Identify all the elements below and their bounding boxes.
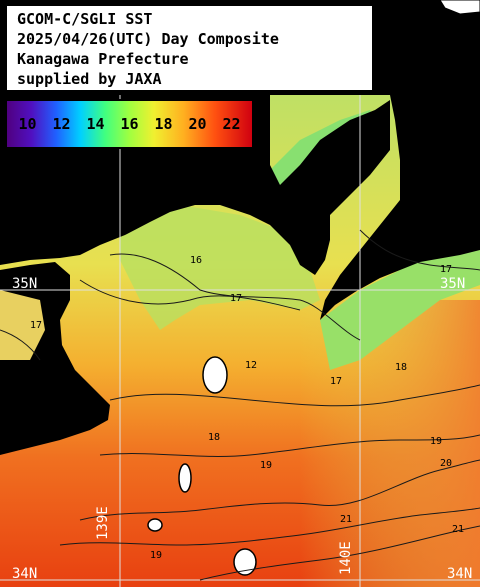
legend-label: 22 <box>222 115 241 133</box>
title-region: Kanagawa Prefecture <box>17 50 189 68</box>
izu-west-water <box>0 290 45 360</box>
contour-label: 18 <box>208 432 221 443</box>
title-date: 2025/04/26(UTC) Day Composite <box>17 30 279 48</box>
grid-label-34n-left: 34N <box>12 566 38 582</box>
legend-label: 10 <box>18 115 37 133</box>
island-small <box>178 463 192 493</box>
contour-lines <box>0 229 480 581</box>
legend-label: 18 <box>154 115 173 133</box>
island-small-2 <box>147 518 163 532</box>
legend-label: 14 <box>86 115 105 133</box>
title-satellite: GCOM-C/SGLI SST <box>17 10 153 28</box>
legend-label: 20 <box>188 115 207 133</box>
contour-label: 17 <box>30 320 43 331</box>
legend-labels: 10 12 14 16 18 20 22 <box>7 115 252 133</box>
map-title-box: GCOM-C/SGLI SST 2025/04/26(UTC) Day Comp… <box>5 4 374 92</box>
island-oshima <box>233 548 257 576</box>
grid-label-139e: 139E <box>95 506 111 540</box>
grid-label-35n-right: 35N <box>440 276 466 292</box>
contour-label: 19 <box>150 550 163 561</box>
cloud-patch <box>202 356 228 394</box>
contour-label: 20 <box>440 458 453 469</box>
contour-label: 18 <box>395 362 408 373</box>
contour-label: 21 <box>340 514 353 525</box>
contour-label: 17 <box>330 376 343 387</box>
contour-label: 12 <box>245 360 258 371</box>
grid-label-35n: 35N <box>12 276 38 292</box>
grid-label-34n: 34N <box>447 566 473 582</box>
contour-label: 16 <box>190 255 203 266</box>
contour-label: 21 <box>452 524 465 535</box>
contour-label: 19 <box>430 436 443 447</box>
cloud-top-right <box>439 0 480 15</box>
contour-label: 17 <box>440 264 453 275</box>
sst-legend: 10 12 14 16 18 20 22 <box>5 99 254 149</box>
contour-label: 19 <box>260 460 273 471</box>
sagami-bay <box>120 205 320 330</box>
legend-label: 16 <box>120 115 139 133</box>
contour-label: 17 <box>230 293 243 304</box>
legend-color-bar <box>7 101 252 147</box>
contour-label: 15 <box>336 157 349 168</box>
grid-label-140e: 140E <box>338 541 354 575</box>
title-supplier: supplied by JAXA <box>17 70 162 88</box>
legend-label: 12 <box>52 115 71 133</box>
